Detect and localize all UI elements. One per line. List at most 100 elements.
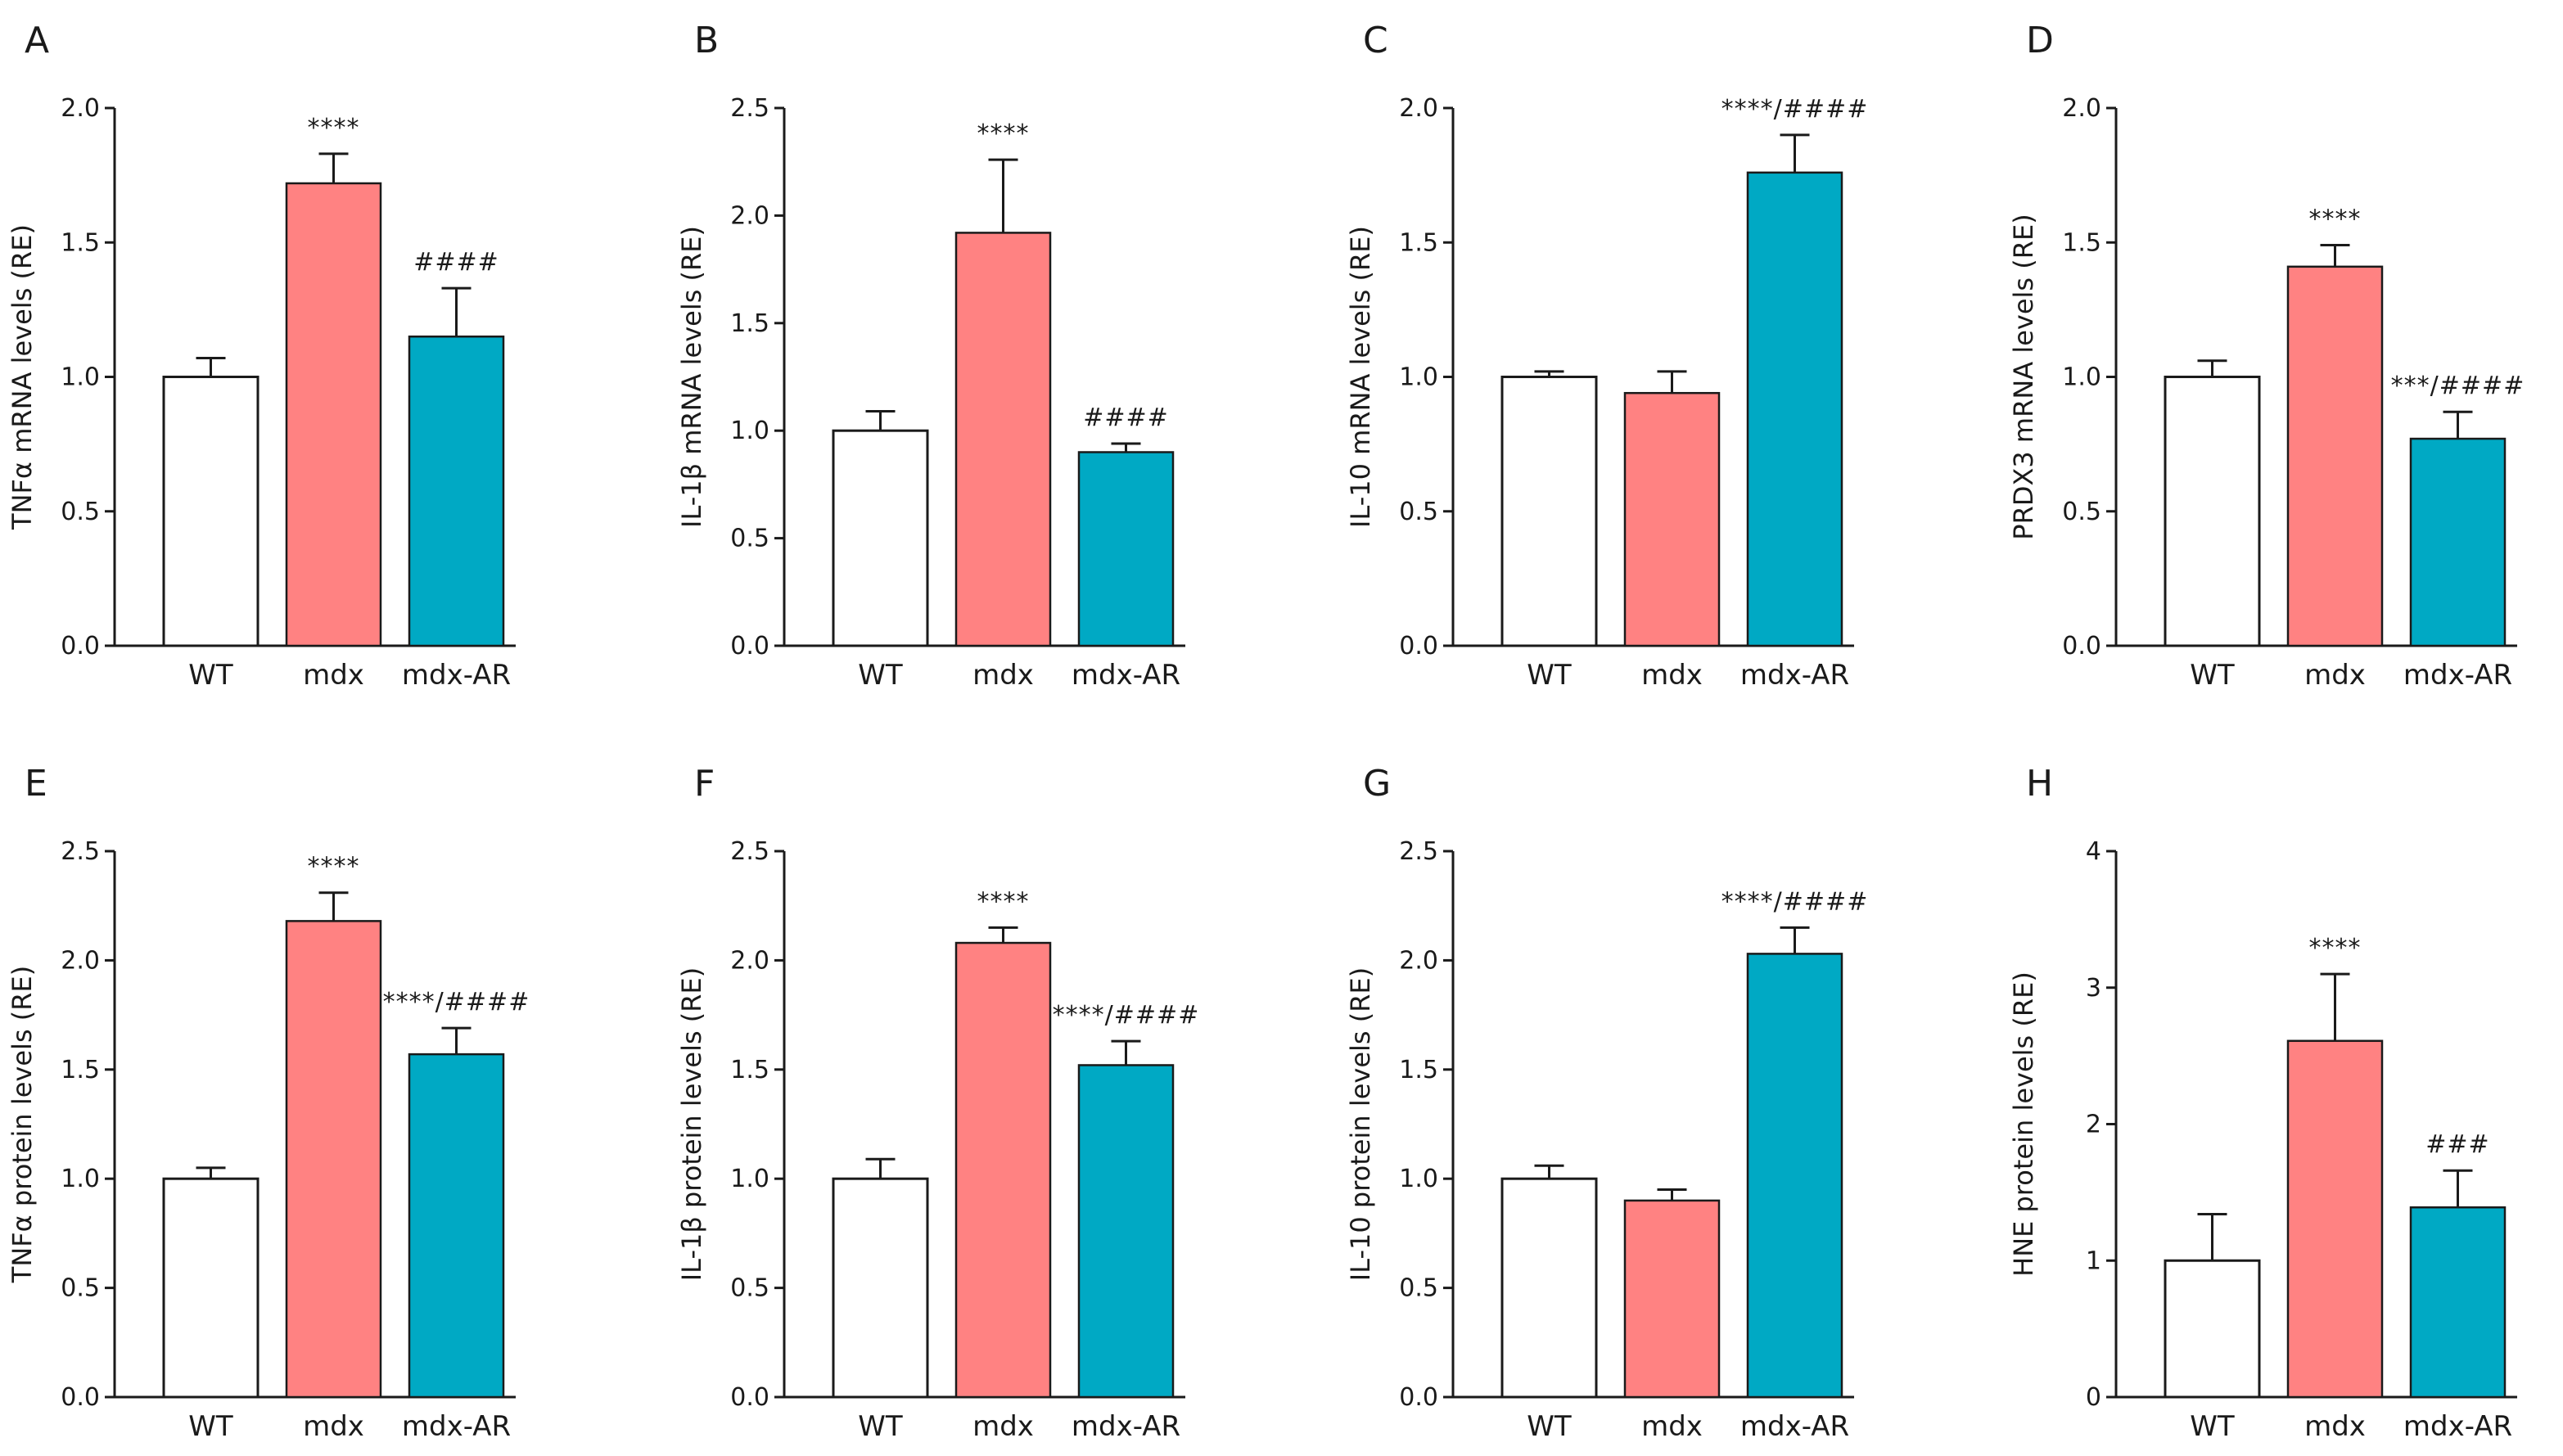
category-label: WT <box>858 659 903 692</box>
panel-letter: H <box>2026 763 2053 805</box>
y-tick-label: 2.0 <box>730 201 769 230</box>
y-axis-label: IL-10 mRNA levels (RE) <box>1345 226 1376 528</box>
category-label: mdx-AR <box>1740 1410 1849 1443</box>
y-tick-label: 1.0 <box>1399 1165 1438 1193</box>
panel-letter: A <box>25 20 49 61</box>
y-tick-label: 1.5 <box>730 309 769 338</box>
bar-mdx-ar <box>408 335 505 647</box>
significance-label: #### <box>1083 403 1169 432</box>
category-label: mdx <box>303 659 364 692</box>
y-tick-label: 1.5 <box>2062 228 2101 257</box>
category-label: WT <box>1527 1410 1572 1443</box>
bar-wt <box>832 429 929 647</box>
bar-mdx <box>2286 265 2384 647</box>
panel-letter: G <box>1363 763 1391 805</box>
category-label: mdx-AR <box>1072 659 1180 692</box>
significance-label: **** <box>2309 205 2362 234</box>
bar-mdx <box>954 232 1052 647</box>
category-label: WT <box>1527 659 1572 692</box>
y-tick-label: 1.5 <box>1399 228 1438 257</box>
y-tick-label: 4 <box>2086 837 2101 866</box>
significance-label: **** <box>977 119 1030 148</box>
y-axis-label: IL-1β mRNA levels (RE) <box>676 226 707 528</box>
significance-label: ****/#### <box>383 988 530 1016</box>
category-label: mdx <box>972 1410 1034 1443</box>
significance-label: **** <box>308 114 360 142</box>
y-tick-label: 1.0 <box>730 1165 769 1193</box>
bar-wt <box>2164 376 2261 647</box>
y-tick-label: 1.5 <box>1399 1056 1438 1084</box>
category-label: mdx <box>1641 659 1703 692</box>
panel-letter: F <box>694 763 715 805</box>
panel-letter: C <box>1363 20 1388 61</box>
y-tick-label: 1.0 <box>61 363 100 392</box>
y-axis-label: TNFα protein levels (RE) <box>7 966 38 1283</box>
y-tick-label: 1.0 <box>1399 363 1438 392</box>
bar-wt <box>162 1177 259 1399</box>
y-axis-label: IL-1β protein levels (RE) <box>676 967 707 1281</box>
y-tick-label: 0.5 <box>730 1274 769 1303</box>
y-tick-label: 1.5 <box>61 1056 100 1084</box>
y-axis-label: PRDX3 mRNA levels (RE) <box>2008 214 2039 539</box>
y-tick-label: 2 <box>2086 1111 2101 1139</box>
panel-e: E TNFα protein levels (RE) 0.0 0.5 1.0 1.5 2.0… <box>7 763 530 1443</box>
bar-mdx-ar <box>2409 1206 2507 1399</box>
significance-label: ****/#### <box>1053 1001 1200 1030</box>
category-label: mdx <box>2304 1410 2366 1443</box>
y-tick-label: 2.5 <box>1399 837 1438 866</box>
panel-letter: E <box>25 763 47 805</box>
bar-mdx <box>285 182 382 647</box>
y-tick-label: 2.0 <box>61 946 100 975</box>
y-tick-label: 0 <box>2086 1383 2101 1412</box>
significance-label: **** <box>977 887 1030 916</box>
y-tick-label: 1 <box>2086 1246 2101 1275</box>
panel-b: B IL-1β mRNA levels (RE) 0.0 0.5 1.0 1.5 2.0 2.… <box>676 20 1185 692</box>
bar-mdx-ar <box>1746 953 1843 1399</box>
significance-label: ### <box>2425 1130 2489 1159</box>
bar-mdx-ar <box>1077 451 1175 647</box>
y-tick-label: 0.0 <box>61 1383 100 1412</box>
panel-c: C IL-10 mRNA levels (RE) 0.0 0.5 1.0 1.5 2.0 WT… <box>1345 20 1867 692</box>
y-tick-label: 2.5 <box>730 837 769 866</box>
y-tick-label: 2.0 <box>730 946 769 975</box>
significance-label: ***/#### <box>2391 372 2525 400</box>
bar-mdx-ar <box>408 1053 505 1399</box>
significance-label: **** <box>2309 934 2362 962</box>
category-label: WT <box>188 659 233 692</box>
y-tick-label: 3 <box>2086 974 2101 1003</box>
y-tick-label: 0.5 <box>730 525 769 553</box>
y-tick-label: 1.0 <box>2062 363 2101 392</box>
category-label: WT <box>858 1410 903 1443</box>
bar-mdx <box>1623 1199 1721 1399</box>
category-label: mdx <box>1641 1410 1703 1443</box>
category-label: mdx <box>972 659 1034 692</box>
significance-label: #### <box>413 248 499 277</box>
y-tick-label: 0.0 <box>61 632 100 660</box>
y-tick-label: 0.0 <box>1399 1383 1438 1412</box>
y-tick-label: 2.0 <box>1399 94 1438 123</box>
y-tick-label: 0.0 <box>730 632 769 660</box>
panel-letter: B <box>694 20 719 61</box>
category-label: mdx-AR <box>402 1410 511 1443</box>
y-tick-label: 1.5 <box>61 228 100 257</box>
panel-a: A TNFα mRNA levels (RE) 0.0 0.5 1.0 1.5 2.0 WT m… <box>7 20 516 692</box>
y-tick-label: 1.0 <box>61 1165 100 1193</box>
y-axis-label: TNFα mRNA levels (RE) <box>7 224 38 530</box>
y-axis-label: IL-10 protein levels (RE) <box>1345 967 1376 1281</box>
category-label: mdx-AR <box>1072 1410 1180 1443</box>
y-axis-label: HNE protein levels (RE) <box>2008 971 2039 1277</box>
bar-mdx-ar <box>1746 171 1843 647</box>
y-tick-label: 2.0 <box>61 94 100 123</box>
panel-d: D PRDX3 mRNA levels (RE) 0.0 0.5 1.0 1.5 2.0 WT… <box>2008 20 2525 692</box>
category-label: mdx-AR <box>2403 659 2512 692</box>
category-label: WT <box>2190 1410 2235 1443</box>
significance-label: ****/#### <box>1721 887 1869 916</box>
y-tick-label: 2.0 <box>2062 94 2101 123</box>
panel-h: H HNE protein levels (RE) 0 1 2 3 4 WT mdx **** md… <box>2008 763 2517 1443</box>
y-tick-label: 1.5 <box>730 1056 769 1084</box>
bar-wt <box>1500 376 1598 647</box>
y-tick-label: 1.0 <box>730 417 769 445</box>
y-tick-label: 0.5 <box>1399 498 1438 526</box>
bar-mdx <box>285 920 382 1399</box>
y-tick-label: 0.5 <box>2062 498 2101 526</box>
